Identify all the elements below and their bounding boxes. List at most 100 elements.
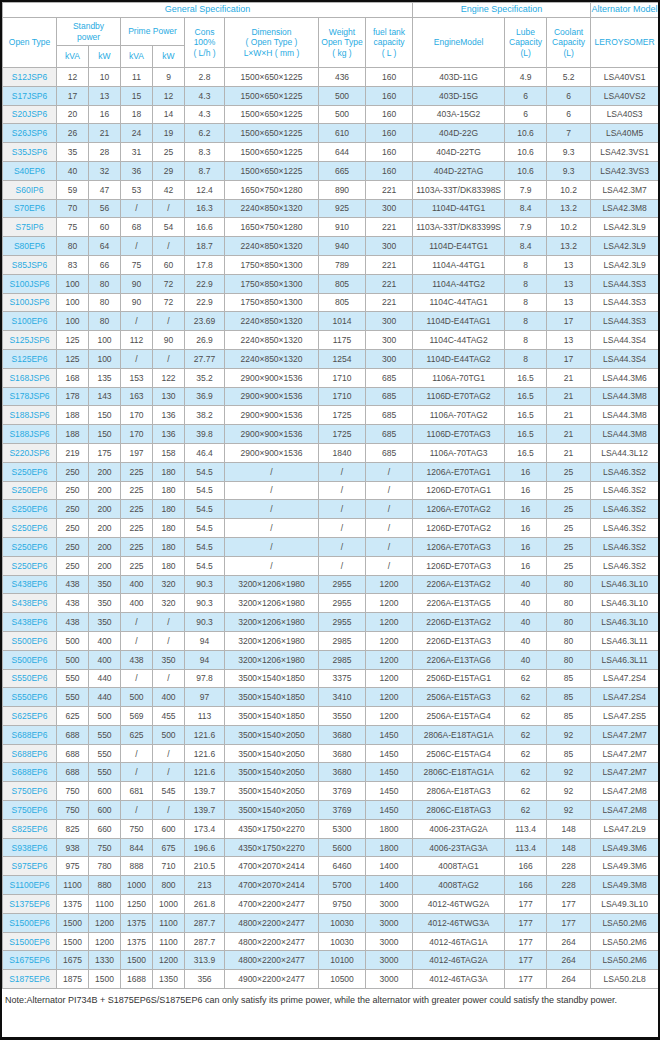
model-link[interactable]: S438EP6 — [3, 613, 57, 632]
model-link[interactable]: S975EP6 — [3, 857, 57, 876]
fuel-capacity-value: 300 — [366, 349, 413, 368]
cons-value: 213 — [185, 876, 225, 895]
model-link[interactable]: S825EP6 — [3, 819, 57, 838]
model-link[interactable]: S60IP6 — [3, 180, 57, 199]
standby-kw-value: 550 — [89, 763, 121, 782]
engine-model-value: 404D-22TAG — [413, 161, 505, 180]
lube-capacity-value: 62 — [505, 763, 547, 782]
model-link[interactable]: S20JSP6 — [3, 105, 57, 124]
coolant-capacity-value: 10.2 — [547, 180, 591, 199]
model-link[interactable]: S250EP6 — [3, 519, 57, 538]
dimension-value: 4700×2070×2414 — [225, 857, 319, 876]
model-link[interactable]: S100JSP6 — [3, 274, 57, 293]
model-link[interactable]: S438EP6 — [3, 594, 57, 613]
engine-model-value: 4012-46TWG2A — [413, 895, 505, 914]
model-link[interactable]: S500EP6 — [3, 631, 57, 650]
table-row: S1500EP6 1500 1200 1375 1100 287.7 4800×… — [3, 932, 659, 951]
coolant-capacity-value: 25 — [547, 481, 591, 500]
model-link[interactable]: S1375EP6 — [3, 895, 57, 914]
model-link[interactable]: S40EP6 — [3, 161, 57, 180]
model-link[interactable]: S688EP6 — [3, 725, 57, 744]
dimension-value: 3500×1540×2050 — [225, 744, 319, 763]
coolant-capacity-value: 92 — [547, 763, 591, 782]
model-link[interactable]: S500EP6 — [3, 650, 57, 669]
prime-kw-value: 1000 — [153, 895, 185, 914]
model-link[interactable]: S100JSP6 — [3, 293, 57, 312]
table-row: S688EP6 688 550 625 500 121.6 3500×1540×… — [3, 725, 659, 744]
model-link[interactable]: S750EP6 — [3, 801, 57, 820]
table-row: S168JSP6 168 135 153 122 35.2 2900×900×1… — [3, 368, 659, 387]
model-link[interactable]: S625EP6 — [3, 707, 57, 726]
prime-kva-value: / — [121, 763, 153, 782]
model-link[interactable]: S12JSP6 — [3, 68, 57, 87]
weight-value: 5300 — [319, 819, 366, 838]
model-link[interactable]: S550EP6 — [3, 669, 57, 688]
model-link[interactable]: S125JSP6 — [3, 331, 57, 350]
lube-capacity-value: 7.9 — [505, 218, 547, 237]
model-link[interactable]: S688EP6 — [3, 744, 57, 763]
weight-value: 925 — [319, 199, 366, 218]
cons-value: 54.5 — [185, 462, 225, 481]
model-link[interactable]: S1875EP6 — [3, 970, 57, 989]
fuel-capacity-value: 300 — [366, 331, 413, 350]
dimension-value: / — [225, 537, 319, 556]
header-standby-kw: kW — [89, 46, 121, 68]
model-link[interactable]: S188JSP6 — [3, 406, 57, 425]
engine-model-value: 1206A-E70TAG2 — [413, 500, 505, 519]
standby-kva-value: 550 — [57, 669, 89, 688]
model-link[interactable]: S1100EP6 — [3, 876, 57, 895]
header-alternator-model: Alternator Model — [591, 3, 659, 18]
model-link[interactable]: S26JSP6 — [3, 124, 57, 143]
dimension-value: 4700×2070×2414 — [225, 876, 319, 895]
model-link[interactable]: S75IP6 — [3, 218, 57, 237]
model-link[interactable]: S1675EP6 — [3, 951, 57, 970]
alternator-model-value: LSA46.3S2 — [591, 462, 659, 481]
lube-capacity-value: 8 — [505, 312, 547, 331]
model-link[interactable]: S1500EP6 — [3, 913, 57, 932]
fuel-capacity-value: / — [366, 481, 413, 500]
table-row: S938EP6 938 750 844 675 196.6 4350×1750×… — [3, 838, 659, 857]
model-link[interactable]: S80EP6 — [3, 237, 57, 256]
engine-model-value: 2806A-E18TAG3 — [413, 782, 505, 801]
model-link[interactable]: S188JSP6 — [3, 425, 57, 444]
fuel-capacity-value: / — [366, 500, 413, 519]
footnote: Note:Alternator PI734B + S1875EP6S/S1875… — [2, 989, 658, 1005]
model-link[interactable]: S938EP6 — [3, 838, 57, 857]
engine-model-value: 4008TAG2 — [413, 876, 505, 895]
cons-value: 54.5 — [185, 556, 225, 575]
model-link[interactable]: S220JSP6 — [3, 443, 57, 462]
model-link[interactable]: S70EP6 — [3, 199, 57, 218]
lube-capacity-value: 113.4 — [505, 819, 547, 838]
model-link[interactable]: S250EP6 — [3, 556, 57, 575]
model-link[interactable]: S1500EP6 — [3, 932, 57, 951]
coolant-capacity-value: 92 — [547, 782, 591, 801]
model-link[interactable]: S250EP6 — [3, 462, 57, 481]
standby-kw-value: 200 — [89, 500, 121, 519]
model-link[interactable]: S17JSP6 — [3, 86, 57, 105]
lube-capacity-value: 16.5 — [505, 406, 547, 425]
model-link[interactable]: S250EP6 — [3, 537, 57, 556]
model-link[interactable]: S100EP6 — [3, 312, 57, 331]
alternator-model-value: LSA46.3L10 — [591, 594, 659, 613]
dimension-value: 4800×2200×2477 — [225, 932, 319, 951]
lube-capacity-value: 8 — [505, 293, 547, 312]
model-link[interactable]: S168JSP6 — [3, 368, 57, 387]
table-row: S688EP6 688 550 / / 121.6 3500×1540×2050… — [3, 744, 659, 763]
standby-kw-value: 16 — [89, 105, 121, 124]
model-link[interactable]: S750EP6 — [3, 782, 57, 801]
engine-model-value: 4012-46TAG1A — [413, 932, 505, 951]
alternator-model-value: LSA47.2M8 — [591, 782, 659, 801]
model-link[interactable]: S85JSP6 — [3, 255, 57, 274]
model-link[interactable]: S688EP6 — [3, 763, 57, 782]
model-link[interactable]: S250EP6 — [3, 500, 57, 519]
model-link[interactable]: S438EP6 — [3, 575, 57, 594]
model-link[interactable]: S125EP6 — [3, 349, 57, 368]
model-link[interactable]: S35JSP6 — [3, 143, 57, 162]
standby-kw-value: 660 — [89, 819, 121, 838]
model-link[interactable]: S550EP6 — [3, 688, 57, 707]
prime-kva-value: 500 — [121, 688, 153, 707]
model-link[interactable]: S178JSP6 — [3, 387, 57, 406]
standby-kva-value: 750 — [57, 782, 89, 801]
model-link[interactable]: S250EP6 — [3, 481, 57, 500]
lube-capacity-value: 177 — [505, 951, 547, 970]
